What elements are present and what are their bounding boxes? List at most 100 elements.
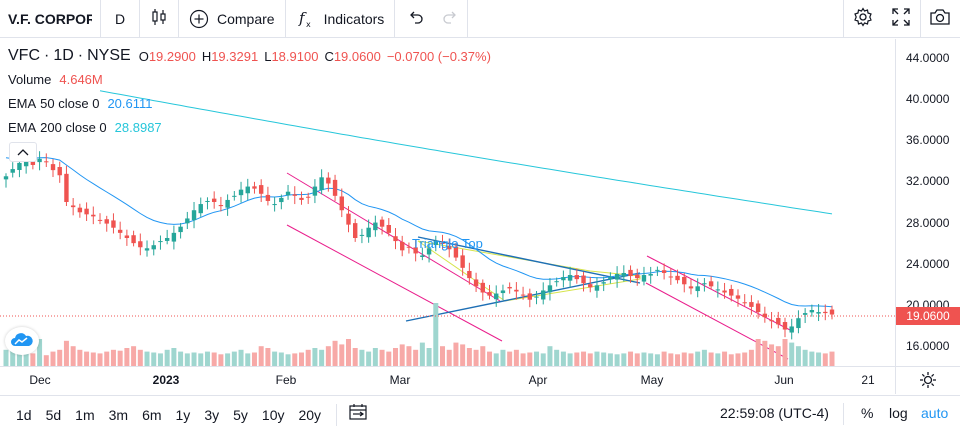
date-range-button[interactable] [349,404,367,425]
legend-volume-value: 4.646M [59,72,102,87]
candle-body [622,273,626,276]
range-buttons: 1d 5d 1m 3m 6m 1y 3y 5y 10y 20y [0,407,328,423]
price-tick-label: 16.0000 [906,339,949,353]
triangle-top-label[interactable]: Triangle Top [412,236,483,251]
candle-body [501,290,505,293]
candle-body [763,314,767,318]
candle-body [71,205,75,207]
camera-icon [929,8,951,31]
candle-body [729,289,733,296]
range-3y-button[interactable]: 3y [197,407,226,423]
candle-body [689,286,693,288]
settings-button[interactable] [844,0,882,38]
candle-body [709,281,713,286]
volume-bar [500,350,505,366]
candle-body [588,284,592,287]
candle-body [84,209,88,215]
legend-low-value: 18.9100 [271,49,318,64]
candle-body [340,196,344,210]
candle-body [790,326,794,332]
candle-body [333,180,337,196]
indicators-button[interactable]: fx Indicators [286,0,395,38]
candle-body [225,200,229,208]
range-1y-button[interactable]: 1y [169,407,198,423]
range-5y-button[interactable]: 5y [226,407,255,423]
legend-volume-row[interactable]: Volume 4.646M [8,67,491,91]
volume-bar [272,352,277,366]
volume-bar [722,352,727,366]
auto-scale-button[interactable]: auto [921,405,948,421]
range-1d-button[interactable]: 1d [9,407,39,423]
candle-body [769,320,773,321]
legend-collapse-button[interactable] [9,142,37,162]
timezone-clock[interactable]: 22:59:08 (UTC-4) [720,405,829,421]
fullscreen-button[interactable] [882,0,920,38]
fullscreen-icon [892,8,910,31]
legend-open-value: 19.2900 [149,49,196,64]
legend-ema50-row[interactable]: EMA 50 close 0 20.6111 [8,91,491,115]
volume-bar [185,353,190,366]
time-axis[interactable]: Dec2023FebMarAprMayJun21 [0,366,960,394]
candle-body [736,295,740,298]
interval-button[interactable]: D [101,0,139,38]
candle-body [481,283,485,293]
volume-bar [769,344,774,366]
candle-body [467,271,471,278]
legend-ema50-params: 50 close 0 [40,96,99,111]
redo-button[interactable] [433,0,467,38]
volume-bar [299,353,304,367]
candle-body [299,198,303,200]
tradingview-logo[interactable] [5,327,39,355]
candle-body [810,310,814,312]
range-5d-button[interactable]: 5d [39,407,69,423]
cloud-logo-icon [10,331,34,352]
compare-button[interactable]: Compare [179,0,285,38]
price-tick-label: 32.0000 [906,174,949,188]
plus-circle-icon [189,9,209,29]
volume-bar [574,353,579,367]
range-10y-button[interactable]: 10y [255,407,292,423]
range-1m-button[interactable]: 1m [68,407,101,423]
candle-body [326,178,330,184]
candle-body [185,218,189,223]
volume-bar [218,354,223,366]
volume-bar [420,343,425,366]
candle-body [823,312,827,313]
candle-body [648,274,652,276]
legend-ema200-label: EMA [8,120,36,135]
volume-bar [830,352,835,366]
candle-body [44,161,48,162]
legend-ema50-value: 20.6111 [107,96,152,111]
legend-ema50-label: EMA [8,96,36,111]
volume-bar [662,352,667,366]
candle-body [246,187,250,194]
legend-ticker[interactable]: VFC [8,47,40,65]
range-6m-button[interactable]: 6m [135,407,168,423]
candle-body [178,227,182,232]
range-20y-button[interactable]: 20y [291,407,328,423]
range-3m-button[interactable]: 3m [102,407,135,423]
volume-bar [406,346,411,366]
chart-type-button[interactable] [140,0,178,38]
volume-bar [118,351,123,366]
screenshot-button[interactable] [921,0,959,38]
candle-body [78,208,82,213]
candle-body [259,185,263,194]
symbol-search[interactable]: V.F. CORPORATION [0,0,100,38]
undo-button[interactable] [395,0,433,38]
legend-ema200-row[interactable]: EMA 200 close 0 28.8987 [8,115,491,139]
log-scale-button[interactable]: log [889,405,908,421]
symbol-name: V.F. CORPORATION [8,11,92,27]
percent-scale-button[interactable]: % [861,405,873,421]
volume-bar [151,353,156,367]
candle-body [642,275,646,282]
volume-bar [688,353,693,366]
candle-body [192,210,196,220]
volume-bar [709,353,714,367]
candle-body [17,163,21,170]
legend-h-label: H [202,49,211,64]
axis-settings-button[interactable] [919,371,937,394]
volume-bar [4,350,9,366]
undo-icon [407,8,425,29]
ema50-path [6,158,832,307]
